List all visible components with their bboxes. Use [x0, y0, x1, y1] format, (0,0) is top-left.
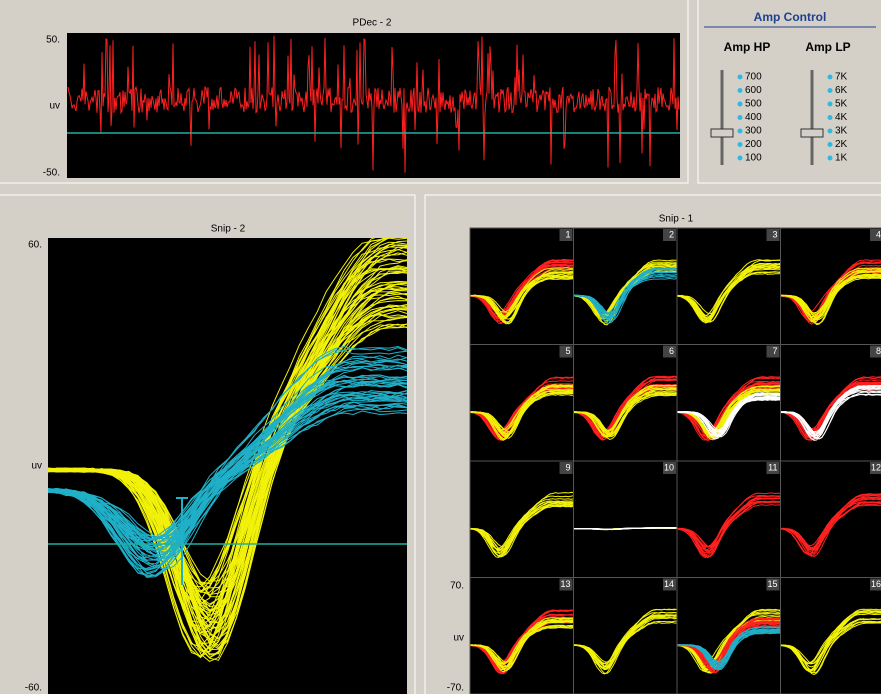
cell-number: 15	[767, 579, 777, 589]
option-label[interactable]: 5K	[835, 99, 848, 110]
axis-label: uv	[453, 633, 464, 644]
cell-number: 14	[664, 579, 674, 589]
axis-label: 50.	[46, 35, 60, 46]
cell-number: 10	[664, 462, 674, 472]
cell-number: 11	[768, 462, 777, 472]
slider-thumb[interactable]	[711, 129, 733, 137]
cell-number: 13	[560, 579, 570, 589]
option-label[interactable]: 7K	[835, 72, 848, 83]
cell-number: 7	[772, 346, 777, 356]
panel-title: Snip - 2	[211, 224, 246, 235]
option-dot[interactable]	[828, 129, 833, 134]
cell-number: 16	[871, 579, 881, 589]
cell-number: 2	[669, 229, 674, 239]
option-label[interactable]: 600	[745, 85, 762, 96]
axis-label: uv	[49, 101, 60, 112]
option-dot[interactable]	[738, 75, 743, 80]
option-label[interactable]: 200	[745, 139, 762, 150]
cell-number: 3	[772, 229, 777, 239]
cell-number: 6	[669, 346, 674, 356]
option-dot[interactable]	[738, 115, 743, 120]
option-dot[interactable]	[828, 115, 833, 120]
option-dot[interactable]	[738, 102, 743, 107]
option-label[interactable]: 400	[745, 112, 762, 123]
axis-label: -50.	[43, 168, 60, 179]
panel-title: Snip - 1	[659, 214, 694, 225]
option-dot[interactable]	[828, 142, 833, 147]
cell-number: 9	[565, 462, 570, 472]
axis-label: -70.	[447, 683, 464, 694]
slider-label: Amp LP	[805, 40, 850, 54]
option-dot[interactable]	[828, 88, 833, 93]
axis-label: 60.	[28, 240, 42, 251]
option-label[interactable]: 1K	[835, 153, 848, 164]
option-label[interactable]: 300	[745, 126, 762, 137]
option-dot[interactable]	[738, 129, 743, 134]
page: PDec - 2 50. uv -50. Amp Control Amp HP …	[0, 0, 881, 694]
option-label[interactable]: 100	[745, 153, 762, 164]
option-dot[interactable]	[828, 75, 833, 80]
option-dot[interactable]	[738, 88, 743, 93]
cell-number: 4	[876, 229, 881, 239]
slider-label: Amp HP	[724, 40, 771, 54]
slider-thumb[interactable]	[801, 129, 823, 137]
option-label[interactable]: 2K	[835, 139, 848, 150]
cell-number: 1	[565, 229, 570, 239]
panel-title: PDec - 2	[353, 18, 392, 29]
option-label[interactable]: 700	[745, 72, 762, 83]
cell-number: 5	[565, 346, 570, 356]
option-label[interactable]: 6K	[835, 85, 848, 96]
option-dot[interactable]	[828, 102, 833, 107]
screen: PDec - 2 50. uv -50. Amp Control Amp HP …	[0, 0, 881, 694]
option-dot[interactable]	[738, 142, 743, 147]
axis-label: 70.	[450, 581, 464, 592]
option-label[interactable]: 4K	[835, 112, 848, 123]
panel-title: Amp Control	[754, 10, 827, 24]
option-dot[interactable]	[738, 156, 743, 161]
cell-number: 12	[871, 462, 881, 472]
option-label[interactable]: 3K	[835, 126, 848, 137]
option-dot[interactable]	[828, 156, 833, 161]
axis-label: uv	[31, 461, 42, 472]
option-label[interactable]: 500	[745, 99, 762, 110]
axis-label: -60.	[25, 683, 42, 694]
cell-number: 8	[876, 346, 881, 356]
